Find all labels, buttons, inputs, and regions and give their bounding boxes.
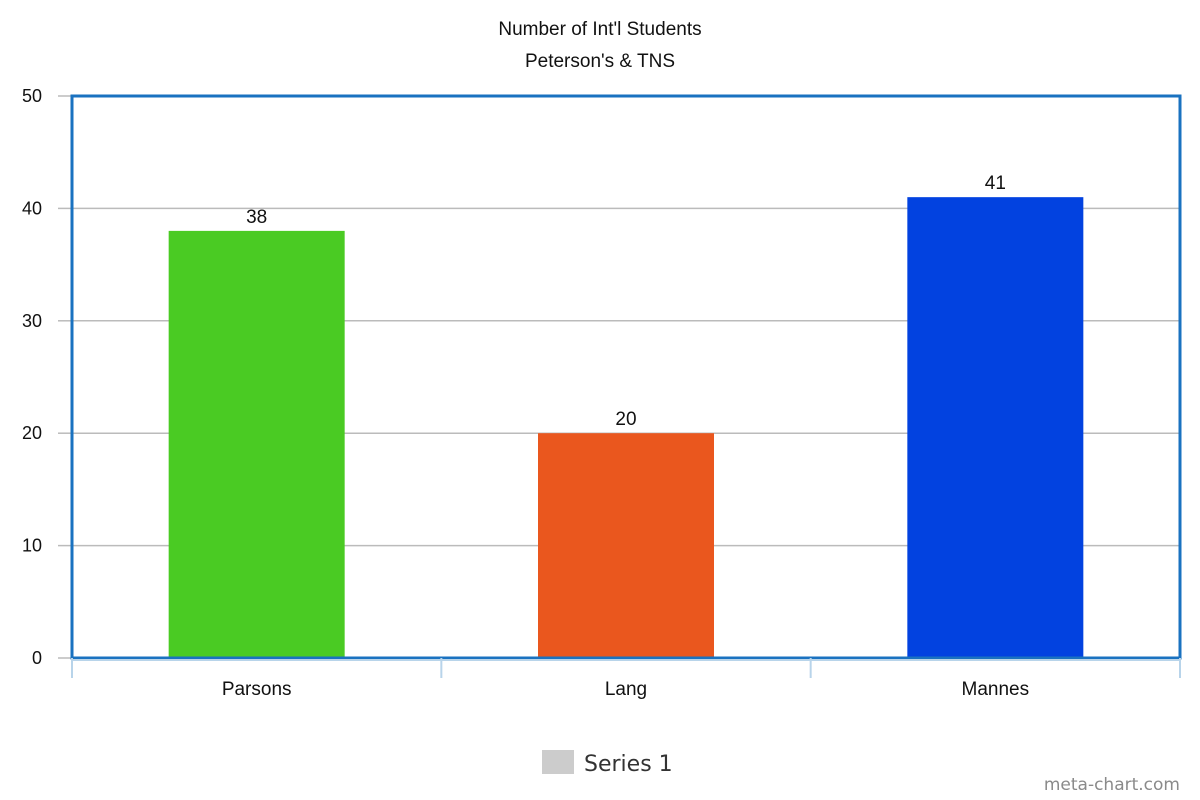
y-tick-label: 10 (22, 536, 42, 556)
data-label: 38 (246, 207, 267, 228)
plot-frame (70, 94, 1182, 660)
y-tick-label: 30 (22, 311, 42, 331)
legend-swatch (542, 750, 574, 774)
x-tick-label: Parsons (222, 679, 292, 700)
y-tick-label: 0 (32, 648, 42, 668)
x-tick-label: Mannes (962, 679, 1030, 700)
bar-lang (538, 433, 714, 658)
bars: 38 20 41 (168, 173, 1084, 658)
data-label: 20 (615, 409, 636, 430)
bar-parsons (168, 230, 345, 658)
x-axis: Parsons Lang Mannes (71, 658, 1181, 700)
y-tick-label: 40 (22, 198, 42, 218)
y-tick-label: 20 (22, 423, 42, 443)
legend: Series 1 (542, 750, 673, 777)
legend-label: Series 1 (584, 752, 673, 777)
chart-subtitle: Peterson's & TNS (525, 51, 675, 72)
x-tick-label: Lang (605, 679, 647, 700)
credit-text: meta-chart.com (1044, 775, 1180, 795)
chart-title: Number of Int'l Students (498, 19, 701, 40)
y-tick-label: 50 (22, 86, 42, 106)
data-label: 41 (985, 173, 1006, 194)
y-axis: 0 10 20 30 40 50 (22, 86, 72, 668)
bar-mannes (907, 197, 1084, 658)
